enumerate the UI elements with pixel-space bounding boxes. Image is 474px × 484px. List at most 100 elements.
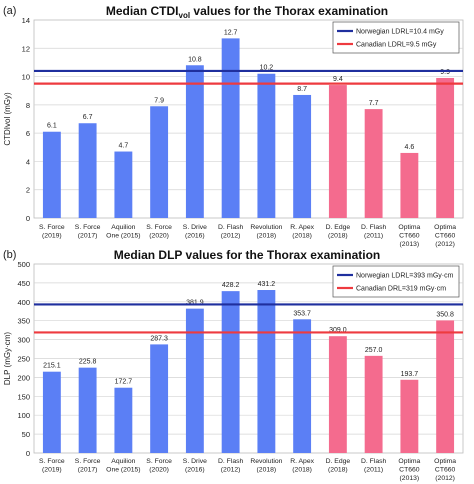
x-category-label: (2011)	[364, 467, 383, 474]
bar	[436, 320, 455, 453]
bar	[114, 387, 133, 453]
bar	[221, 291, 240, 453]
x-category-label: (2012)	[221, 467, 241, 474]
x-category-label: D. Edge	[326, 224, 351, 231]
y-tick-label: 0	[26, 214, 30, 223]
bar	[78, 367, 97, 453]
x-category-label: (2012)	[435, 475, 455, 482]
x-category-label: R. Apex	[290, 224, 314, 231]
x-category-label: S. Force	[146, 458, 172, 465]
x-category-label: CT660	[435, 233, 456, 240]
y-tick-label: 150	[17, 392, 30, 401]
bar	[78, 123, 97, 218]
x-category-label: CT660	[399, 233, 420, 240]
bar-value-label: 4.7	[119, 143, 129, 150]
x-category-label: Revolution	[250, 458, 282, 465]
bar-value-label: 287.3	[150, 335, 168, 342]
x-category-label: D. Edge	[326, 458, 351, 465]
panel-label: (b)	[3, 249, 16, 261]
bar	[185, 65, 204, 218]
x-category-label: S. Force	[75, 224, 101, 231]
chart-title: Median DLP values for the Thorax examina…	[114, 248, 381, 262]
legend: Norwegian LDRL=10.4 mGy Canadian LDRL=9.5…	[332, 21, 460, 54]
x-category-label: (2017)	[78, 233, 98, 240]
x-category-label: (2013)	[400, 241, 420, 248]
y-tick-label: 200	[17, 373, 30, 382]
bar-value-label: 350.8	[436, 311, 454, 318]
x-category-label: CT660	[435, 467, 456, 474]
bar	[257, 73, 276, 218]
legend-entry: Norwegian LDRL=10.4 mGy	[356, 29, 444, 36]
x-category-label: (2016)	[185, 233, 205, 240]
bar	[364, 109, 383, 218]
bar-value-label: 12.7	[224, 29, 238, 36]
bar	[42, 131, 61, 218]
x-category-label: D. Flash	[361, 458, 387, 465]
x-category-label: Optima	[434, 458, 456, 465]
x-category-label: Optima	[434, 224, 456, 231]
bar-value-label: 6.7	[83, 114, 93, 121]
bar-value-label: 431.2	[258, 281, 276, 288]
x-category-label: S. Force	[75, 458, 101, 465]
x-category-label: One (2015)	[106, 467, 140, 474]
chart-title-rest: values for the Thorax examination	[190, 4, 388, 18]
bar	[293, 94, 312, 218]
y-tick-label: 100	[17, 411, 30, 420]
bar	[364, 355, 383, 453]
y-tick-label: 14	[22, 16, 30, 25]
bar	[328, 336, 347, 453]
y-axis-label: DLP (mGy·cm)	[3, 332, 12, 386]
x-category-label: (2018)	[292, 233, 312, 240]
bar	[114, 151, 133, 218]
x-category-label: D. Flash	[361, 224, 387, 231]
chart-title-subscript: vol	[179, 11, 191, 20]
y-tick-label: 2	[26, 186, 30, 195]
x-category-label: R. Apex	[290, 458, 314, 465]
bar	[436, 77, 455, 218]
bar	[293, 319, 312, 453]
x-category-label: (2013)	[400, 475, 420, 482]
chart-panel-dlp: (b) Median DLP values for the Thorax exam…	[3, 248, 464, 482]
bar-value-label: 215.1	[43, 363, 61, 370]
y-tick-label: 4	[26, 157, 30, 166]
x-category-label: (2018)	[257, 233, 277, 240]
bar-value-label: 381.9	[186, 300, 204, 307]
bar-value-label: 172.7	[115, 379, 133, 386]
bar-value-label: 9.9	[440, 69, 450, 76]
x-category-label: (2012)	[435, 241, 455, 248]
bar-value-label: 428.2	[222, 282, 240, 289]
x-category-label: (2020)	[149, 233, 169, 240]
x-category-label: (2017)	[78, 467, 98, 474]
y-tick-label: 10	[22, 73, 30, 82]
bar-value-label: 353.7	[293, 310, 311, 317]
chart-title: Median CTDIvol values for the Thorax exa…	[106, 4, 388, 20]
legend: Norwegian LDRL=393 mGy·cm Canadian DRL=31…	[332, 265, 460, 298]
y-tick-label: 12	[22, 44, 30, 53]
legend-box	[332, 265, 460, 298]
legend-entry: Canadian LDRL=9.5 mGy	[356, 42, 437, 49]
x-category-label: (2018)	[328, 233, 348, 240]
legend-entry: Canadian DRL=319 mGy·cm	[356, 286, 446, 293]
x-category-label: CT660	[399, 467, 420, 474]
chart-title-main: Median CTDI	[106, 4, 179, 18]
x-category-label: D. Flash	[218, 224, 244, 231]
x-category-label: S. Drive	[183, 458, 207, 465]
x-category-label: (2018)	[257, 467, 277, 474]
x-category-label: (2012)	[221, 233, 241, 240]
x-category-label: (2020)	[149, 467, 169, 474]
legend-box	[332, 21, 460, 54]
y-axis-label: CTDIvol (mGy)	[3, 92, 12, 146]
chart-panel-ctdi: (a) Median CTDIvol values for the Thorax …	[3, 4, 464, 248]
y-tick-label: 400	[17, 298, 30, 307]
y-tick-label: 250	[17, 355, 30, 364]
bar-value-label: 6.1	[47, 123, 57, 130]
bar	[400, 379, 419, 453]
y-tick-label: 500	[17, 260, 30, 269]
x-category-label: Optima	[398, 458, 420, 465]
bar-value-label: 257.0	[365, 347, 383, 354]
y-tick-label: 300	[17, 336, 30, 345]
x-category-label: (2019)	[42, 233, 62, 240]
x-category-label: (2011)	[364, 233, 383, 240]
bar	[257, 290, 276, 453]
bar-value-label: 309.0	[329, 327, 347, 334]
